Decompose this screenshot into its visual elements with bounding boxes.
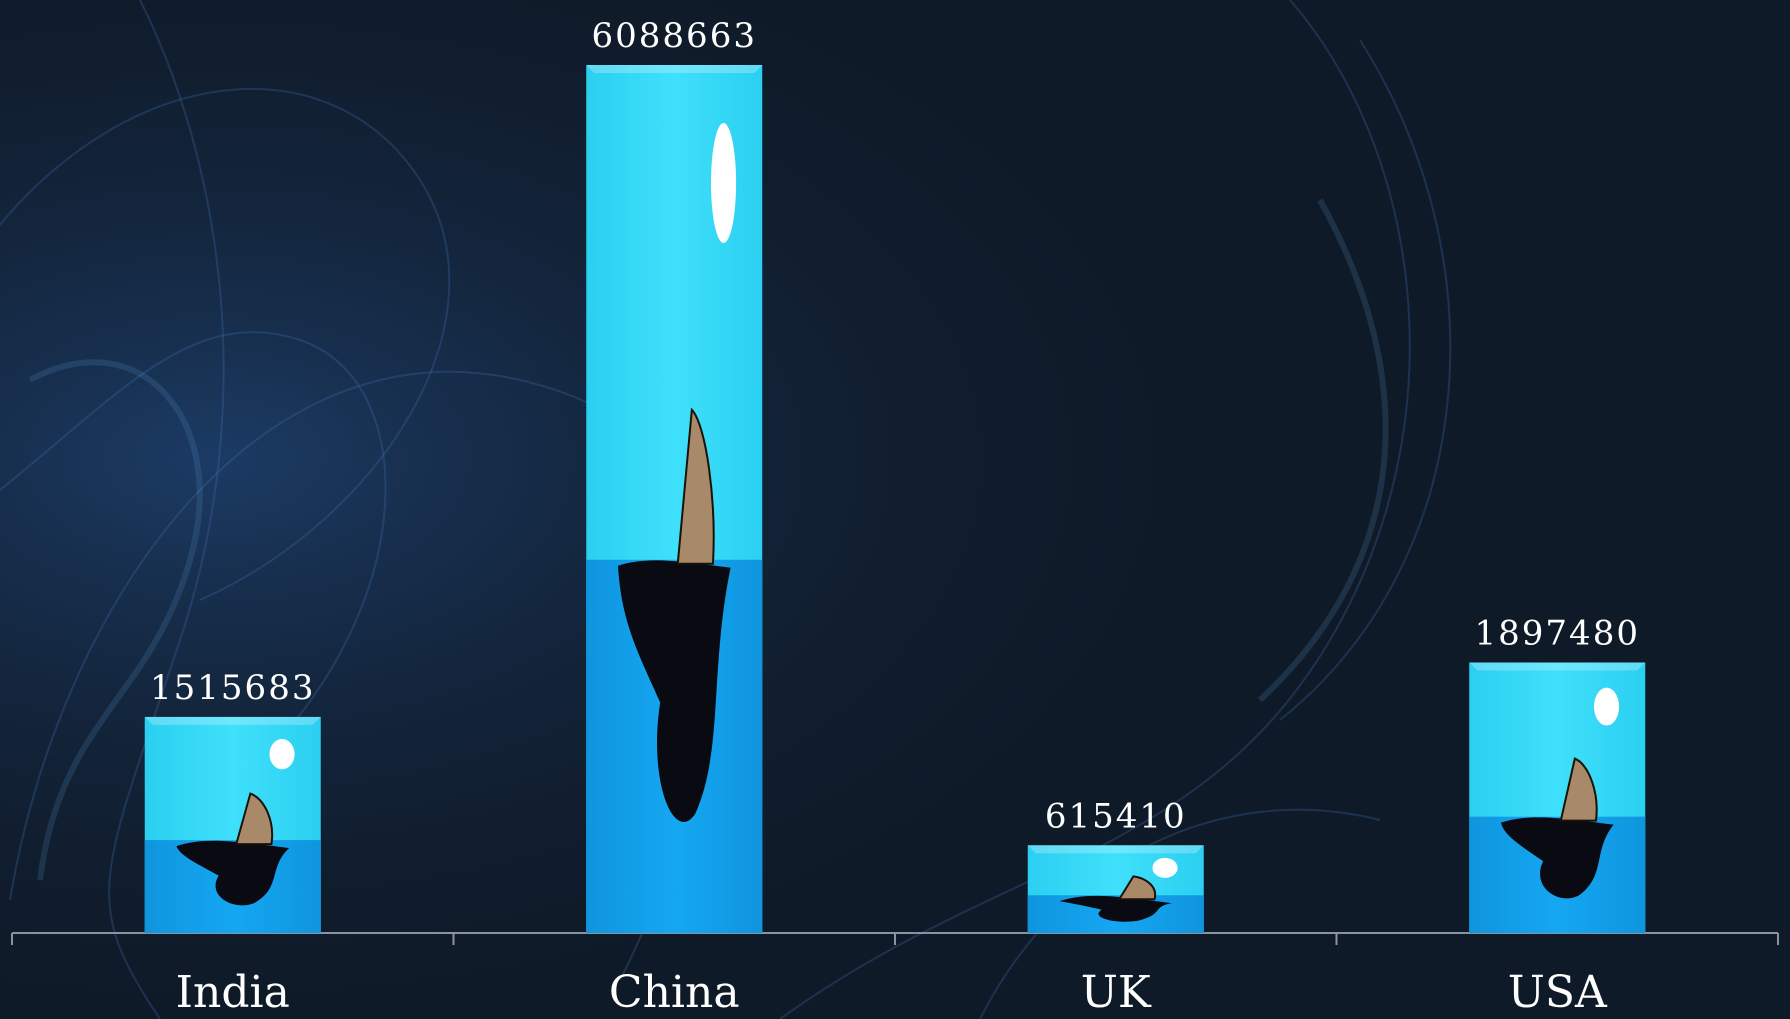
category-label: UK bbox=[1081, 967, 1152, 1018]
bar-bevel bbox=[1027, 845, 1204, 854]
category-label: India bbox=[176, 967, 290, 1018]
moon-icon bbox=[710, 123, 737, 243]
bar-bevel bbox=[586, 65, 763, 73]
ship-hull-icon bbox=[234, 792, 274, 846]
bar-india bbox=[144, 716, 321, 933]
value-label: 615410 bbox=[1045, 796, 1187, 836]
oil-slick bbox=[617, 560, 731, 822]
ship-hull-icon bbox=[676, 407, 715, 565]
value-label: 1897480 bbox=[1475, 613, 1640, 653]
moon-icon bbox=[1593, 687, 1620, 726]
oil-slick bbox=[1500, 817, 1614, 899]
category-label: USA bbox=[1508, 967, 1608, 1018]
oil-slick bbox=[176, 840, 290, 906]
bar-uk bbox=[1027, 845, 1204, 933]
value-label: 6088663 bbox=[592, 16, 757, 56]
ship-hull-icon bbox=[1117, 875, 1157, 901]
moon-icon bbox=[1152, 857, 1178, 878]
oil-slick bbox=[1059, 895, 1173, 922]
moon-icon bbox=[269, 739, 295, 770]
bar-usa bbox=[1469, 662, 1646, 933]
bar-bevel bbox=[1469, 662, 1646, 671]
bar-china bbox=[586, 65, 763, 933]
ship-hull-icon bbox=[1559, 757, 1598, 822]
value-label: 1515683 bbox=[150, 668, 315, 708]
bar-bevel bbox=[144, 716, 321, 725]
category-label: China bbox=[609, 967, 740, 1018]
